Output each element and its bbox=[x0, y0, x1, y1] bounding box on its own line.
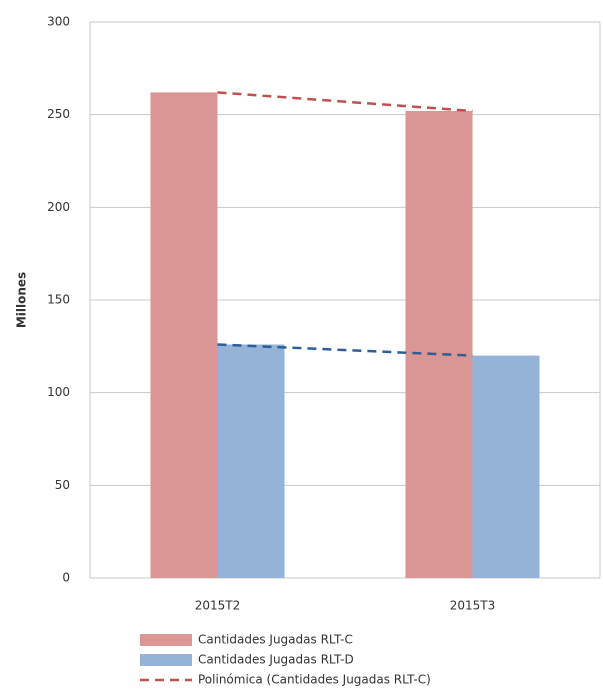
x-tick-label: 2015T2 bbox=[195, 599, 241, 613]
bar bbox=[217, 344, 285, 578]
trendline bbox=[217, 343, 473, 357]
bar bbox=[150, 92, 218, 578]
y-tick-label: 50 bbox=[55, 478, 70, 492]
y-tick-label: 250 bbox=[47, 107, 70, 121]
y-tick-label: 200 bbox=[47, 200, 70, 214]
legend-label: Cantidades Jugadas RLT-C bbox=[198, 633, 353, 647]
y-tick-label: 150 bbox=[47, 293, 70, 307]
legend-label: Cantidades Jugadas RLT-D bbox=[198, 653, 354, 667]
legend-swatch bbox=[140, 654, 192, 666]
bar bbox=[472, 355, 540, 578]
y-tick-label: 300 bbox=[47, 15, 70, 29]
x-tick-label: 2015T3 bbox=[450, 599, 496, 613]
legend-label: Polinómica (Cantidades Jugadas RLT-C) bbox=[198, 673, 431, 687]
legend-swatch bbox=[140, 634, 192, 646]
y-axis-label: Millones bbox=[15, 272, 29, 328]
y-tick-label: 0 bbox=[62, 571, 70, 585]
trendline bbox=[217, 91, 473, 113]
bar bbox=[405, 110, 473, 579]
y-tick-label: 100 bbox=[47, 385, 70, 399]
